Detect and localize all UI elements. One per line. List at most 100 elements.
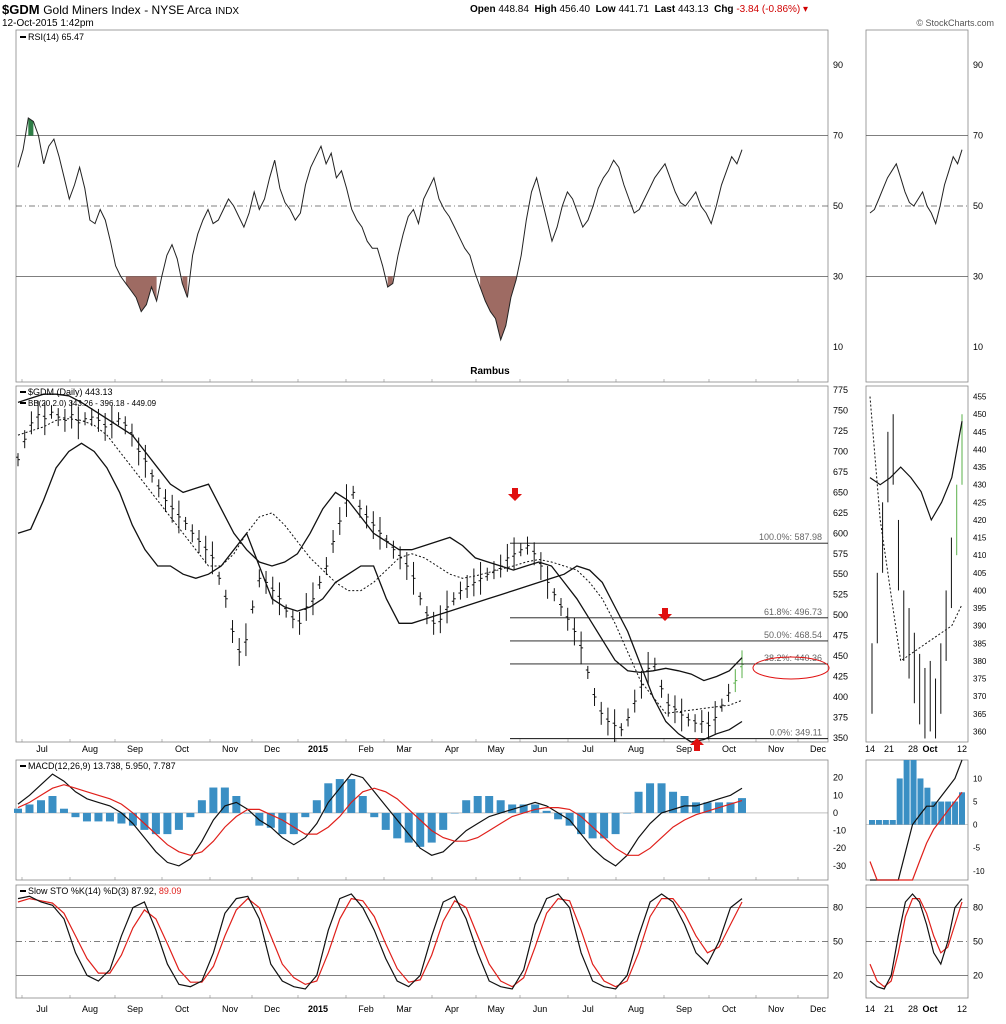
zoom-bb-upper-line	[869, 421, 963, 522]
zoom-price-ytick-label: 420	[973, 516, 987, 525]
axis-month-label-bottom: Aug	[82, 1004, 98, 1014]
zoom-price-ytick-label: 445	[973, 428, 987, 437]
axis-month-label-mid: Jul	[36, 744, 48, 754]
macd-histogram-bar	[209, 787, 218, 813]
price-ytick-label: 400	[833, 692, 848, 702]
price-ytick-label: 750	[833, 406, 848, 416]
price-title: $GDM (Daily) 443.13	[28, 387, 113, 397]
rsi-ytick-label: 30	[833, 271, 843, 281]
exchange-name: - NYSE Arca	[144, 3, 212, 17]
macd-histogram-bar	[519, 804, 528, 813]
high-label: High	[534, 4, 557, 15]
zoom-price-ytick-label: 375	[973, 675, 987, 684]
macd-histogram-bar	[186, 812, 195, 818]
zoom-price-ytick-label: 450	[973, 410, 987, 419]
down-arrow-may-top	[508, 488, 522, 501]
zoom-sto-d-line	[869, 898, 963, 988]
macd-histogram-bar	[232, 796, 241, 813]
zoom-rsi-line	[869, 149, 963, 226]
macd-histogram-bar	[623, 812, 632, 814]
price-ytick-label: 700	[833, 446, 848, 456]
zoom-price-ytick-label: 380	[973, 657, 987, 666]
macd-histogram-bar	[220, 787, 229, 813]
macd-ytick-label: -20	[833, 843, 846, 853]
sto-ytick-label: 80	[833, 903, 843, 913]
zoom-price-ytick-label: 400	[973, 586, 987, 595]
macd-signal-line	[17, 784, 743, 856]
last-label: Last	[654, 4, 676, 15]
bb-middle-line	[17, 418, 743, 714]
zoom-price-ytick-label: 405	[973, 569, 987, 578]
macd-histogram-bar	[404, 812, 413, 843]
zoom-sto-ytick-label: 50	[973, 937, 983, 947]
macd-histogram-bar	[508, 804, 517, 813]
macd-histogram-bar	[25, 804, 34, 813]
macd-ytick-label: -30	[833, 861, 846, 871]
exchange-tag: INDX	[215, 6, 240, 17]
zoom-macd-histogram-bar	[875, 820, 882, 825]
zoom-macd-ytick-label: 0	[973, 821, 978, 830]
axis-month-label-bottom: 2015	[308, 1004, 328, 1014]
axis-month-label-bottom: May	[487, 1004, 505, 1014]
price-ytick-label: 450	[833, 651, 848, 661]
zoom-axis-label-bottom: 12	[957, 1004, 967, 1014]
zoom-axis-label-mid: 28	[908, 744, 918, 754]
bb-upper-line	[17, 393, 743, 682]
macd-histogram-bar	[680, 796, 689, 813]
zoom-axis-label-mid: 14	[865, 744, 875, 754]
price-ytick-label: 575	[833, 549, 848, 559]
macd-histogram-bar	[646, 783, 655, 813]
zoom-macd-ytick-label: 10	[973, 774, 982, 783]
up-arrow-sep-low	[690, 738, 704, 751]
macd-title: MACD(12,26,9) 13.738, 5.950, 7.787	[28, 761, 176, 771]
price-ytick-label: 625	[833, 508, 848, 518]
price-ytick-label: 600	[833, 528, 848, 538]
axis-month-label-bottom: Jul	[582, 1004, 594, 1014]
axis-month-label-mid: Mar	[396, 744, 412, 754]
macd-histogram-bar	[577, 812, 586, 835]
macd-histogram-bar	[600, 812, 609, 839]
macd-histogram-bar	[36, 800, 45, 813]
fib-highlight-oval	[752, 656, 830, 680]
zoom-macd-histogram-bar	[889, 820, 896, 825]
macd-histogram-bar	[163, 812, 172, 835]
panel-frame-price	[15, 385, 829, 743]
axis-month-label-bottom: Mar	[396, 1004, 412, 1014]
macd-histogram-bar	[347, 779, 356, 813]
macd-histogram-bar	[554, 812, 563, 820]
fib-level-label: 50.0%: 468.54	[764, 630, 822, 640]
zoom-price-ytick-label: 410	[973, 551, 987, 560]
zoom-price-ytick-label: 415	[973, 534, 987, 543]
rsi-oversold-fill	[182, 276, 188, 298]
macd-histogram-bar	[82, 812, 91, 822]
macd-histogram-bar	[542, 810, 551, 813]
zoom-axis-label-bottom: Oct	[922, 1004, 937, 1014]
zoom-sto-k-line	[869, 893, 963, 990]
open-value: 448.84	[498, 4, 529, 15]
price-ytick-label: 500	[833, 610, 848, 620]
down-arrow-aug-top	[658, 608, 672, 621]
macd-histogram-bar	[71, 812, 80, 818]
fib-level-label: 100.0%: 587.98	[759, 532, 822, 542]
zoom-price-ytick-label: 395	[973, 604, 987, 613]
axis-month-label-mid: Dec	[264, 744, 281, 754]
axis-month-label-mid: Feb	[358, 744, 374, 754]
macd-histogram-bar	[243, 812, 252, 814]
chart-date: 12-Oct-2015 1:42pm	[2, 18, 94, 29]
zoom-axis-label-bottom: 14	[865, 1004, 875, 1014]
zoom-axis-label-mid: 12	[957, 744, 967, 754]
macd-histogram-bar	[151, 812, 160, 835]
rsi-oversold-fill	[125, 276, 157, 312]
symbol-name: Gold Miners Index	[43, 3, 141, 17]
chg-label: Chg	[714, 4, 734, 15]
low-value: 441.71	[618, 4, 650, 15]
bb-lower-line	[17, 442, 743, 743]
macd-histogram-bar	[427, 812, 436, 843]
zoom-price-ytick-label: 360	[973, 727, 987, 736]
macd-histogram-bar	[335, 779, 344, 813]
zoom-axis-label-mid: 21	[884, 744, 894, 754]
zoom-price-ytick-label: 430	[973, 481, 987, 490]
rsi-oversold-fill	[480, 276, 517, 340]
macd-histogram-bar	[634, 791, 643, 813]
